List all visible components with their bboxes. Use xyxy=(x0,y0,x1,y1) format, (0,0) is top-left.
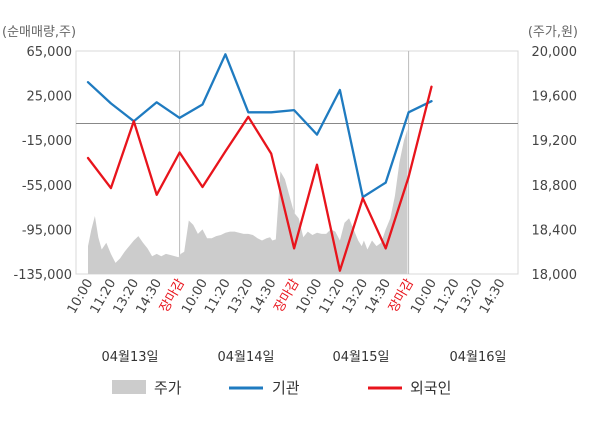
right-tick-label: 18,800 xyxy=(532,179,578,194)
left-axis-ticks: 65,000 25,000 -15,000 -55,000 -95,000 -135,00… xyxy=(14,45,72,283)
date-label: 04월13일 xyxy=(101,350,158,365)
legend-swatch-price xyxy=(112,380,146,394)
price-area xyxy=(88,129,408,274)
left-tick-label: -55,000 xyxy=(22,179,72,194)
legend-label-institution: 기관 xyxy=(272,379,300,397)
date-label: 04월16일 xyxy=(449,350,506,365)
legend-label-foreign: 외국인 xyxy=(410,379,451,397)
flow-line-series xyxy=(86,53,433,272)
right-tick-label: 18,400 xyxy=(532,223,578,238)
left-tick-label: -15,000 xyxy=(22,134,72,149)
legend: 주가 기관 외국인 xyxy=(112,379,451,397)
right-tick-label: 20,000 xyxy=(532,45,578,60)
price-area-series xyxy=(88,129,408,274)
left-tick-label: 25,000 xyxy=(27,90,73,105)
legend-label-price: 주가 xyxy=(154,379,182,397)
right-axis-ticks: 20,000 19,600 19,200 18,800 18,400 18,000 xyxy=(532,45,578,283)
date-label: 04월15일 xyxy=(332,350,389,365)
institution-line xyxy=(86,53,433,199)
left-tick-label: 65,000 xyxy=(27,45,73,60)
right-tick-label: 19,600 xyxy=(532,90,578,105)
date-labels: 04월13일 04월14일 04월15일 04월16일 xyxy=(101,350,506,365)
right-axis-unit: (주가,원) xyxy=(528,25,578,40)
gridlines xyxy=(76,51,518,274)
foreign-line xyxy=(86,85,433,272)
left-axis-unit: (순매매량,주) xyxy=(2,25,76,40)
right-tick-label: 18,000 xyxy=(532,268,578,283)
x-axis-ticks: 10:0011:2013:2014:30장마감10:0011:2013:2014… xyxy=(65,276,509,316)
left-tick-label: -135,000 xyxy=(14,268,72,283)
date-label: 04월14일 xyxy=(217,350,274,365)
right-tick-label: 19,200 xyxy=(532,134,578,149)
left-tick-label: -95,000 xyxy=(22,223,72,238)
